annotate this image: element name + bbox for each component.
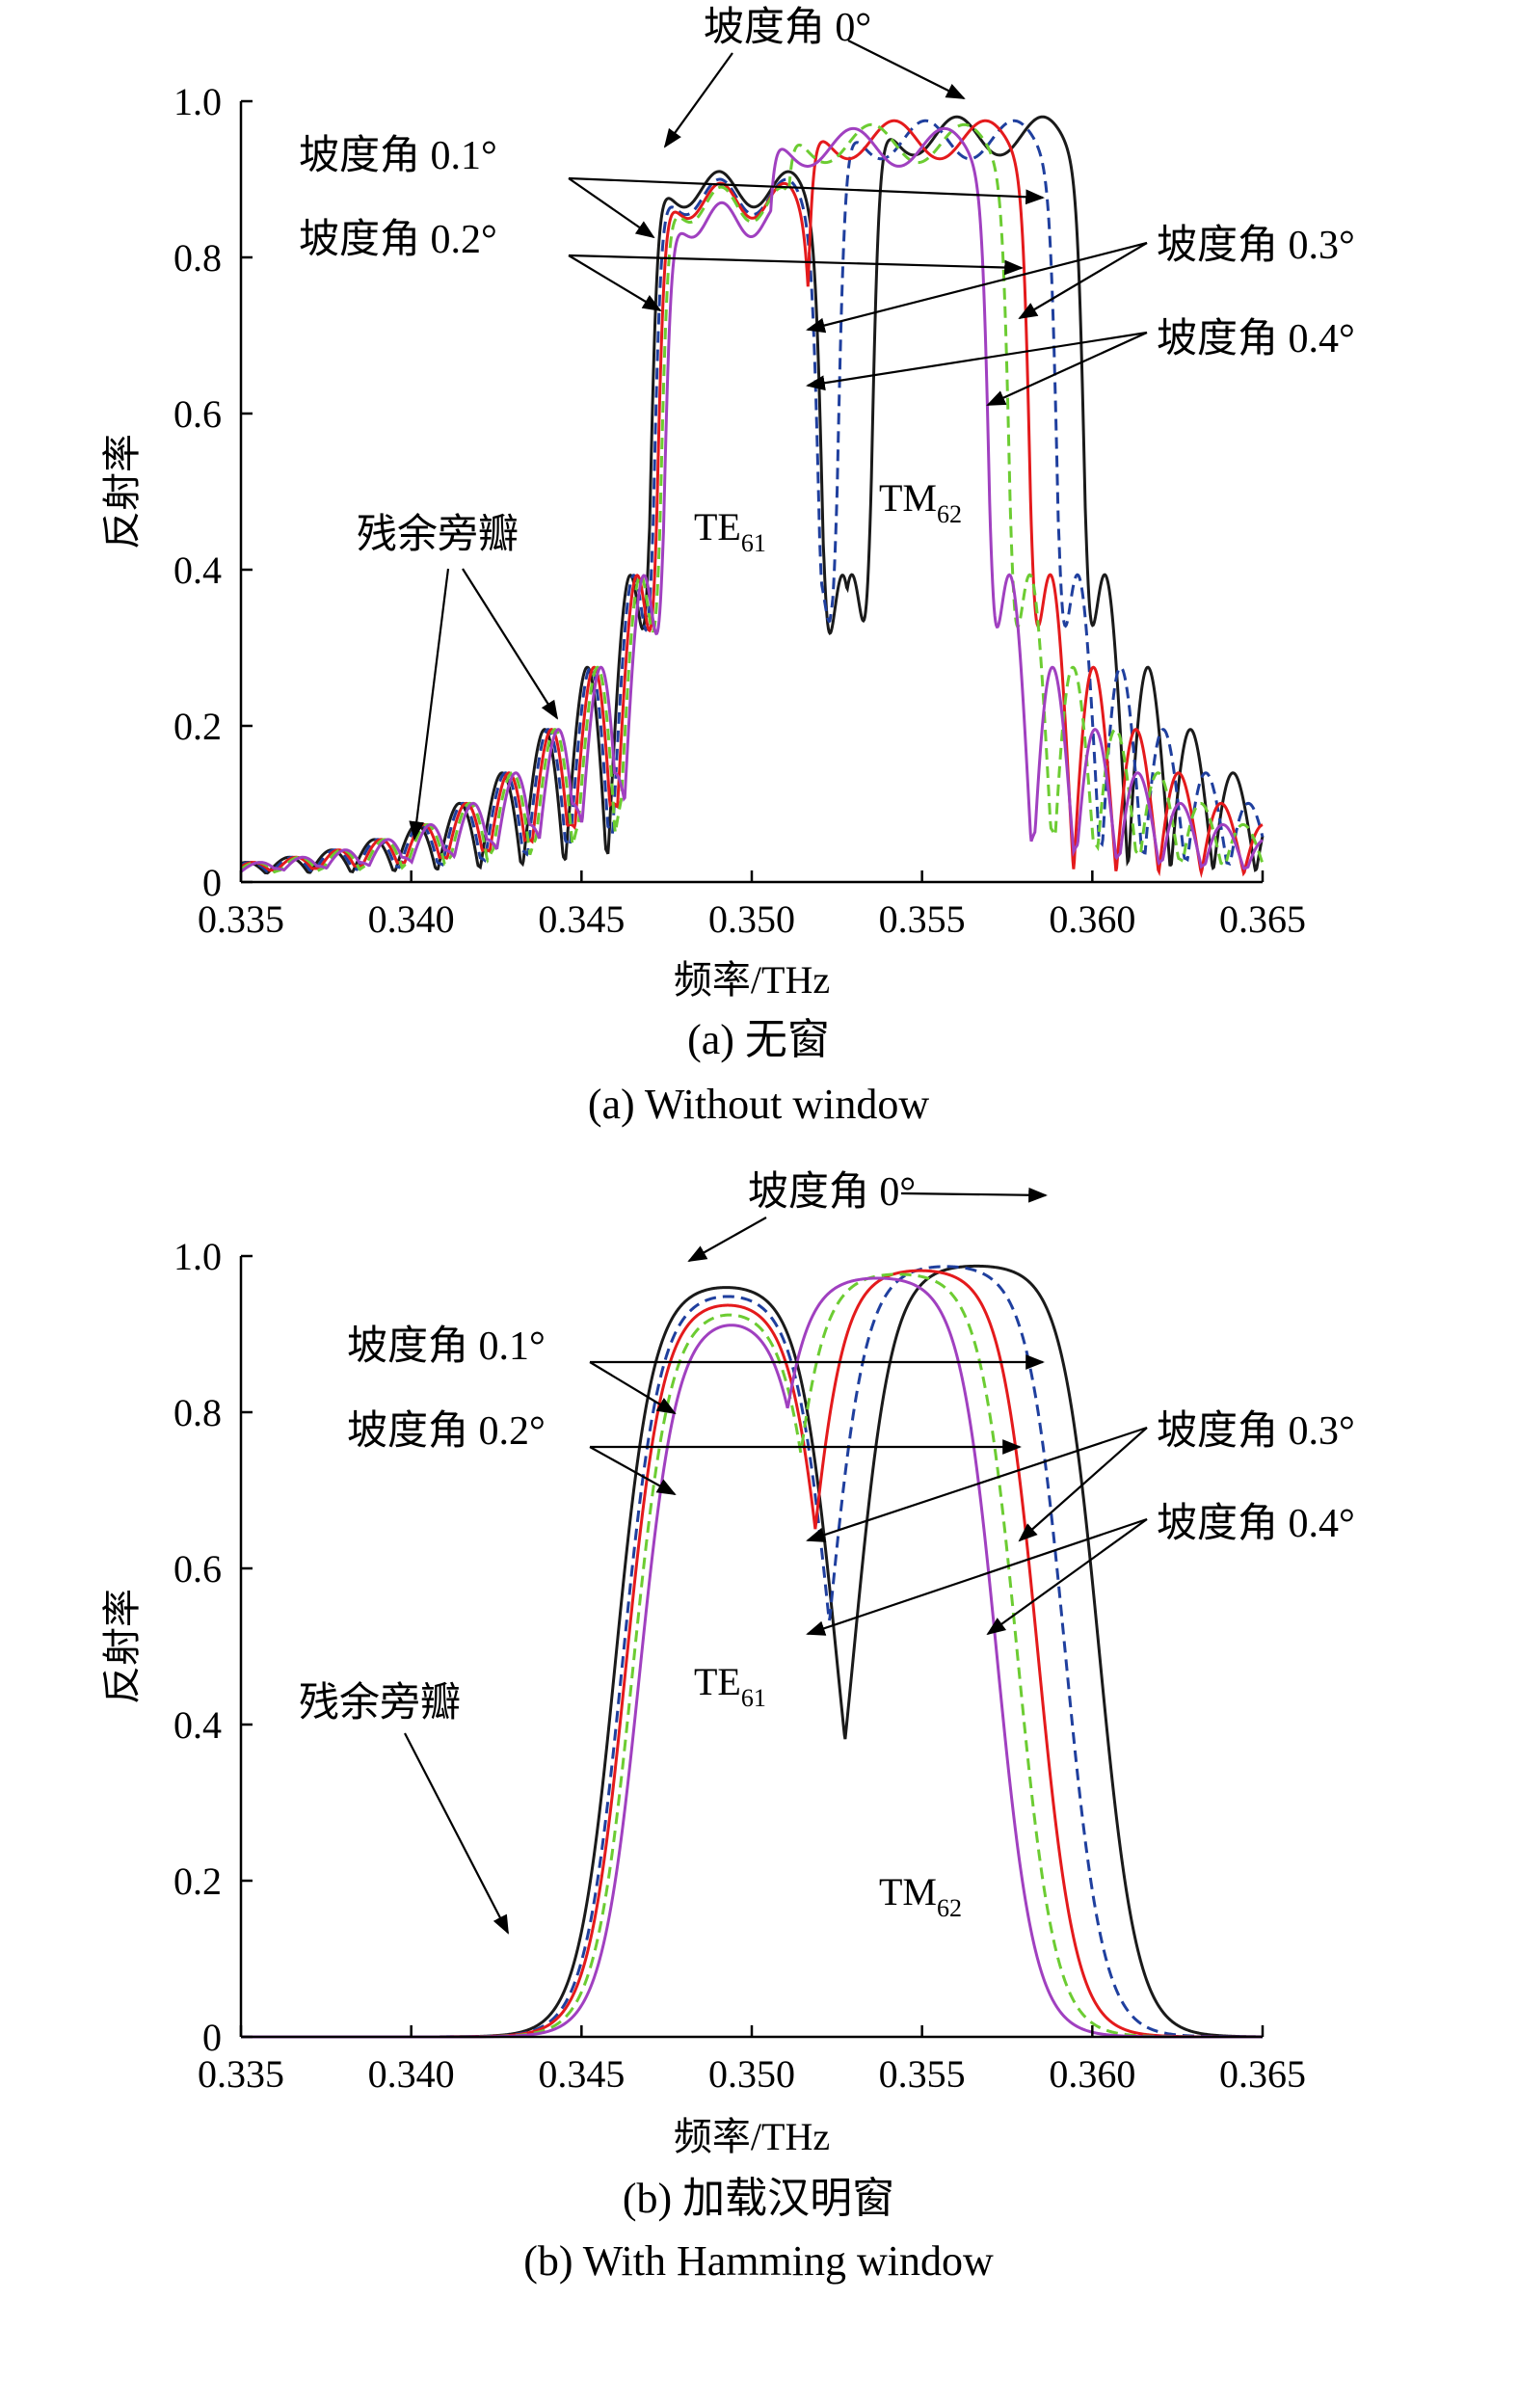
y-tick-label: 1.0 [173,1235,222,1278]
plot-area [241,1264,1264,2039]
annotation-arrow [568,176,1045,205]
annotation-arrow [806,331,1148,391]
x-tick-label: 0.340 [368,2052,455,2096]
mode-label-te: TE61 [694,505,766,557]
annotation-angle-04: 坡度角 0.4° [1157,1502,1355,1546]
mode-tm-sub: 62 [937,1894,962,1922]
annotation-angle-03: 坡度角 0.3° [1157,224,1355,268]
annotation-arrow [1018,242,1148,320]
x-tick-label: 0.335 [198,897,284,941]
x-tick-label: 0.345 [538,897,625,941]
y-tick-label: 0 [202,861,222,904]
annotation-arrow [568,254,662,312]
x-tick-label: 0.365 [1219,897,1306,941]
chart-panel-a: 0.335 0.340 0.345 0.350 0.355 0.360 0.365 0 0.2 0… [100,6,1355,1128]
annotation-arrow [847,40,966,99]
y-axis-title: 反射率 [100,434,144,549]
annotation-angle-01: 坡度角 0.1° [299,134,497,178]
annotation-sidelobe: 残余旁瓣 [299,1680,461,1726]
series-line-3 [241,1272,1263,2039]
series-line-2 [240,119,1264,878]
annotation-angle-02: 坡度角 0.2° [299,218,497,262]
x-tick-label: 0.360 [1049,897,1135,941]
caption-en: (a) Without window [588,1081,929,1128]
series-line-2 [241,1269,1264,2039]
annotation-angle-02: 坡度角 0.2° [347,1409,546,1454]
series-line-4 [241,1276,1263,2039]
mode-label-tm: TM62 [879,476,962,528]
annotation-arrow [589,1446,677,1495]
caption-en: (b) With Hamming window [523,2237,994,2285]
annotation-arrow [409,568,450,841]
annotation-angle-01: 坡度角 0.1° [347,1324,546,1369]
annotation-arrow [568,177,655,239]
x-tick-label: 0.360 [1049,2052,1135,2096]
series-line-0 [241,1264,1264,2039]
x-tick-label: 0.335 [198,2052,284,2096]
mode-tm-sub: 62 [937,500,962,528]
y-tick-label: 0.2 [173,705,222,748]
mode-te-main: TE [694,505,741,548]
mode-tm-main: TM [879,476,937,520]
y-tick-label: 0.8 [173,1391,222,1434]
series-line-1 [241,1265,1263,2039]
annotation-arrow [663,52,733,148]
y-axis-title: 反射率 [100,1589,144,1704]
annotation-arrow [568,254,1024,276]
y-tick-label: 0.6 [173,392,222,436]
annotation-arrow [1018,1427,1148,1542]
mode-label-te: TE61 [694,1660,766,1712]
annotation-angle-0: 坡度角 0° [704,6,871,50]
y-tick-label: 0.6 [173,1547,222,1591]
x-tick-label: 0.350 [708,897,795,941]
x-tick-label: 0.355 [879,2052,966,2096]
annotation-angle-0: 坡度角 0° [748,1170,916,1215]
caption-cn: (b) 加载汉明窗 [623,2175,894,2222]
x-tick-label: 0.340 [368,897,455,941]
mode-te-sub: 61 [741,529,766,557]
x-tick-label: 0.365 [1219,2052,1306,2096]
mode-label-tm: TM62 [879,1870,962,1922]
annotation-arrow [404,1732,509,1935]
annotation-arrow [687,1217,767,1262]
annotation-arrow [806,241,1148,334]
x-axis-title: 频率/THz [674,958,830,1002]
annotation-arrow [986,331,1148,407]
y-tick-label: 0 [202,2016,222,2059]
x-tick-label: 0.355 [879,897,966,941]
series-line-3 [240,122,1265,874]
y-tick-label: 0.4 [173,548,222,592]
chart-panel-b: 0.335 0.340 0.345 0.350 0.355 0.360 0.365 0 0.2 0… [100,1170,1355,2285]
mode-te-sub: 61 [741,1684,766,1712]
annotation-arrow [806,1517,1148,1636]
annotation-angle-03: 坡度角 0.3° [1157,1409,1355,1454]
caption-cn: (a) 无窗 [687,1016,830,1063]
x-axis-title: 频率/THz [674,2115,830,2158]
series-line-4 [240,126,1264,873]
annotation-arrow [462,568,559,720]
y-tick-label: 0.2 [173,1860,222,1903]
y-tick-label: 0.8 [173,236,222,280]
x-tick-label: 0.345 [538,2052,625,2096]
y-tick-label: 0.4 [173,1703,222,1747]
x-tick-label: 0.350 [708,2052,795,2096]
annotation-angle-04: 坡度角 0.4° [1157,317,1355,361]
annotation-sidelobe: 残余旁瓣 [357,512,519,557]
annotation-arrow [589,1361,677,1415]
annotation-arrow [806,1426,1148,1542]
annotation-arrow [986,1518,1148,1636]
mode-tm-main: TM [879,1870,937,1913]
y-tick-label: 1.0 [173,80,222,123]
annotation-arrow [900,1187,1048,1203]
mode-te-main: TE [694,1660,741,1703]
